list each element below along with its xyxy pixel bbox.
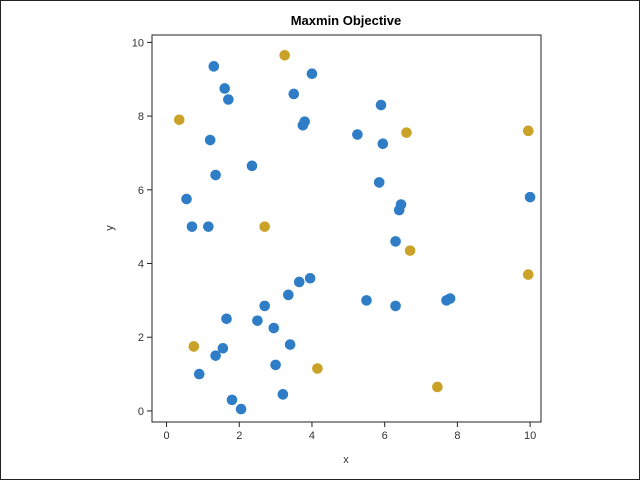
data-point (217, 342, 229, 354)
data-point (375, 99, 387, 111)
data-point (219, 83, 231, 94)
data-point (252, 315, 263, 326)
data-point (173, 114, 185, 126)
x-tick-label: 2 (236, 430, 242, 442)
x-tick-label: 10 (524, 430, 536, 442)
y-tick-label: 2 (138, 332, 144, 344)
x-tick-label: 6 (382, 430, 388, 442)
x-axis-label: x (343, 454, 349, 466)
data-point (404, 245, 416, 256)
data-point (203, 221, 214, 232)
data-point (188, 341, 200, 352)
y-tick-label: 6 (138, 185, 144, 197)
data-point (226, 394, 238, 406)
data-point (401, 127, 412, 138)
y-axis: 0 2 4 6 8 10 (132, 37, 152, 418)
data-points (173, 49, 536, 415)
data-point (277, 389, 289, 400)
x-tick-label: 8 (454, 430, 460, 442)
y-axis-label: y (104, 225, 116, 231)
y-tick-label: 10 (132, 37, 144, 49)
data-point (293, 276, 305, 288)
data-point (377, 138, 389, 150)
data-point (444, 293, 456, 304)
data-point (246, 160, 258, 172)
data-point (352, 129, 363, 140)
data-point (221, 313, 232, 325)
data-point (288, 88, 300, 100)
chart-title: Maxmin Objective (291, 13, 402, 28)
x-axis: 0 2 4 6 8 10 (163, 422, 536, 442)
data-point (223, 94, 234, 105)
data-point (522, 269, 534, 280)
data-point (204, 134, 216, 146)
data-point (361, 295, 372, 306)
x-tick-label: 0 (163, 430, 169, 442)
data-point (270, 359, 281, 371)
data-point (432, 381, 443, 393)
data-point (259, 221, 271, 232)
data-point (393, 204, 405, 216)
data-point (390, 236, 401, 247)
data-point (522, 125, 534, 137)
data-point (210, 169, 221, 181)
data-point (208, 61, 220, 72)
data-point (268, 322, 280, 334)
data-point (181, 193, 192, 205)
data-point (283, 289, 294, 301)
data-point (524, 191, 536, 203)
y-tick-label: 0 (138, 406, 144, 418)
data-point (279, 49, 290, 61)
data-point (259, 300, 271, 312)
y-tick-label: 4 (138, 259, 144, 271)
data-point (373, 177, 385, 188)
y-tick-label: 8 (138, 111, 144, 123)
data-point (186, 221, 198, 232)
data-point (284, 339, 296, 350)
data-point (304, 272, 316, 284)
data-point (299, 116, 310, 127)
data-point (210, 350, 221, 361)
x-tick-label: 4 (309, 430, 315, 442)
data-point (193, 368, 205, 380)
data-point (235, 403, 247, 415)
plot-area (151, 34, 542, 423)
data-point (390, 300, 401, 312)
data-point (312, 363, 323, 374)
data-point (306, 68, 318, 79)
